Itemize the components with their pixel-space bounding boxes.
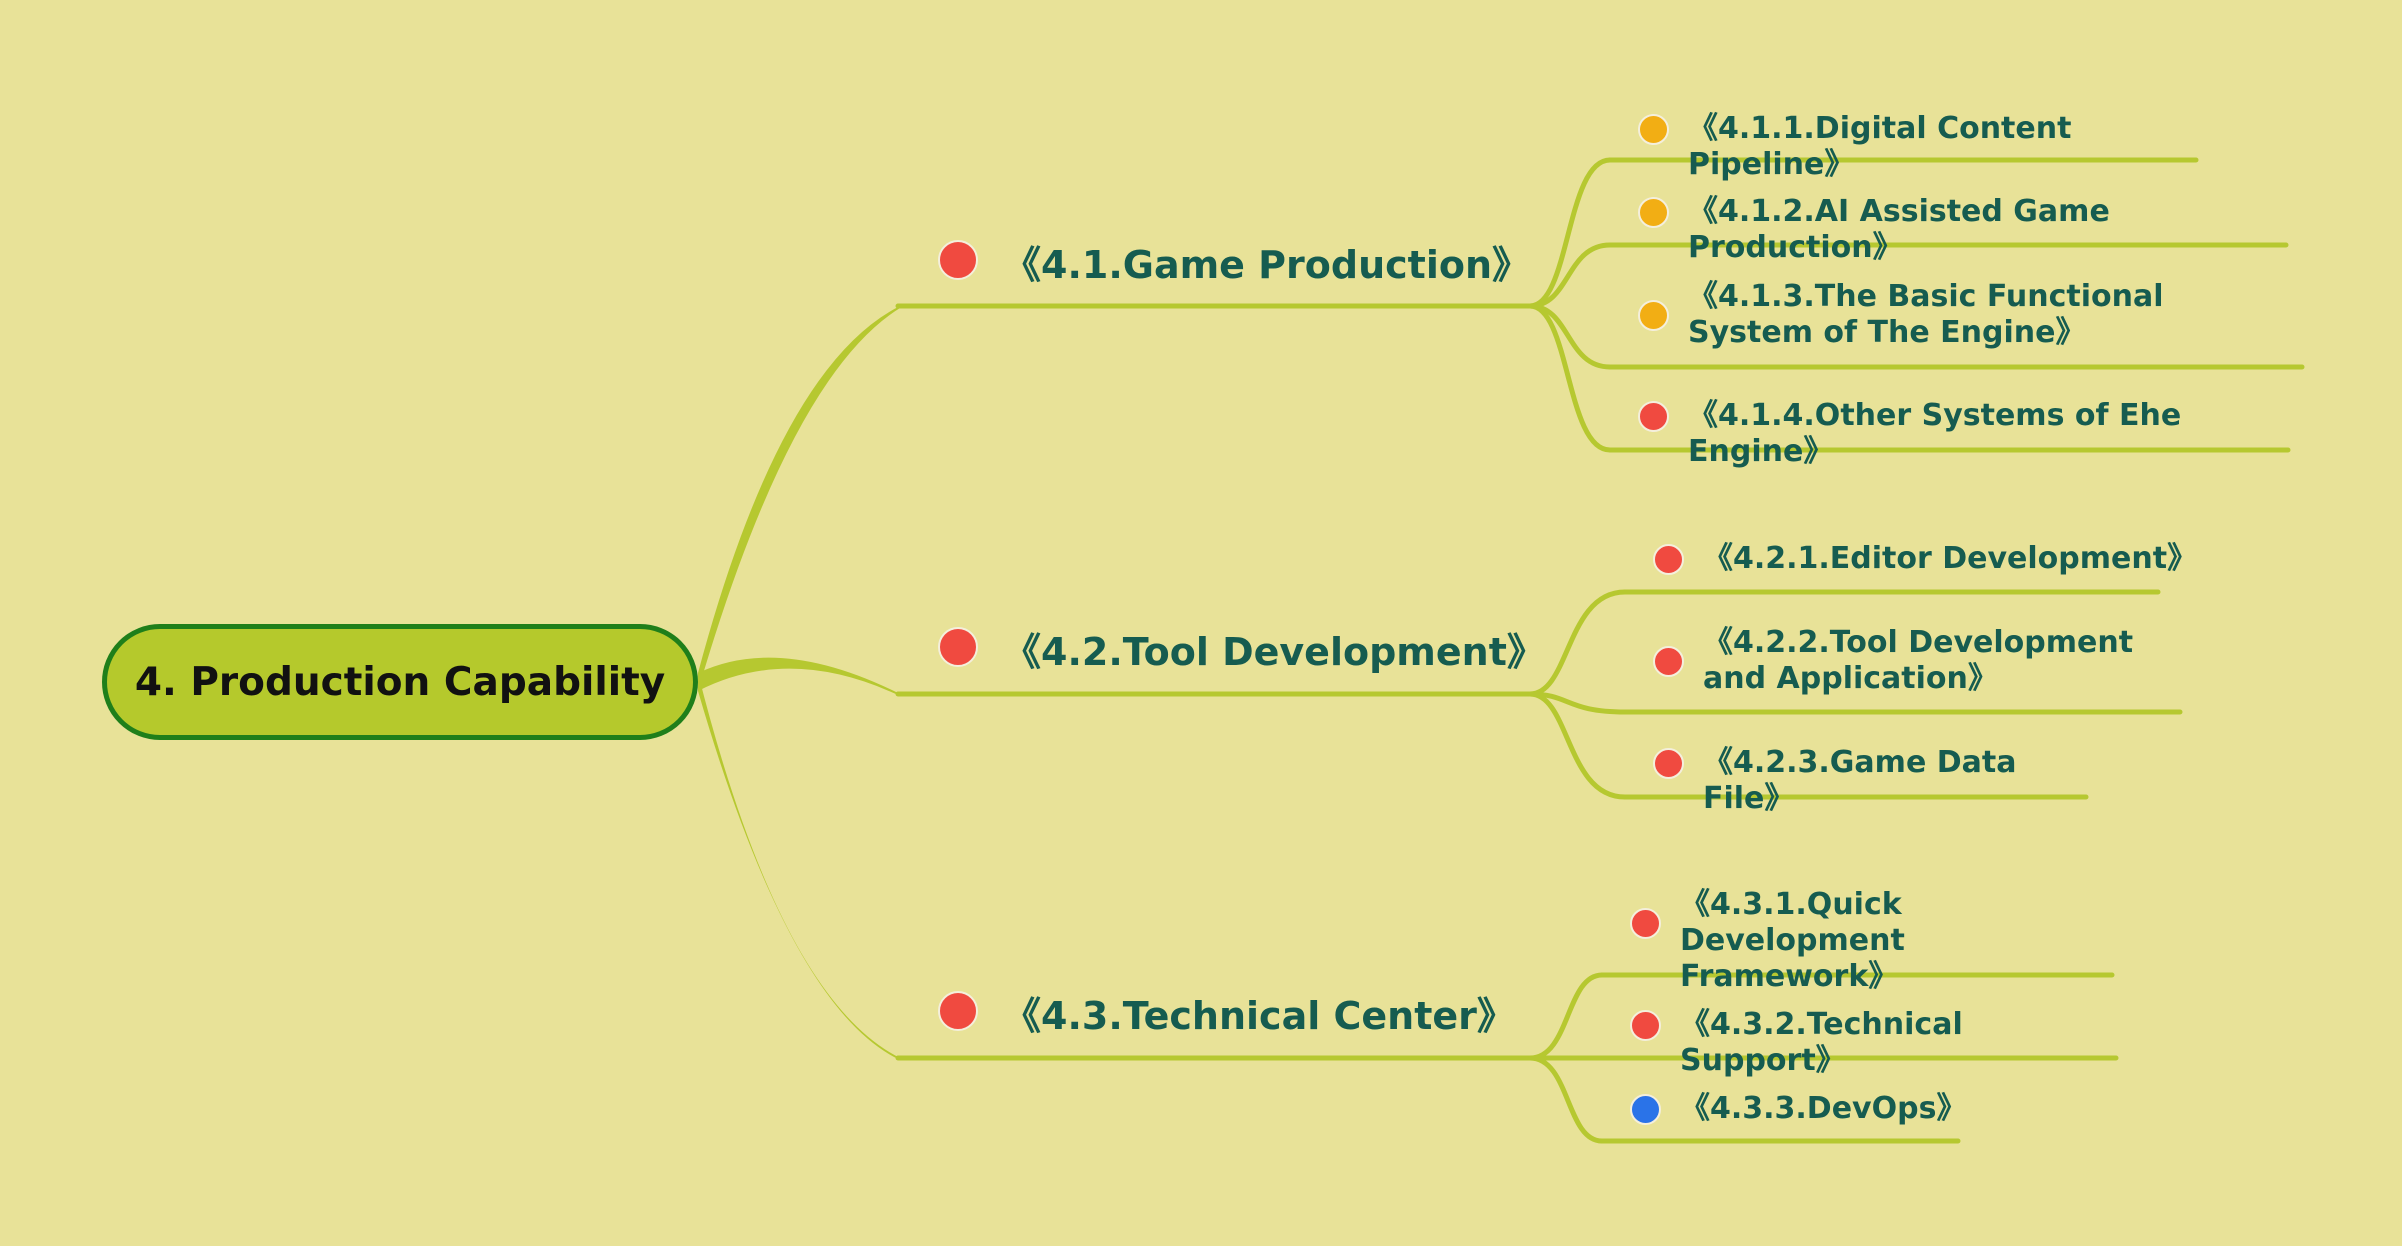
subtopic-basic-functional-system[interactable]: 《4.1.3.The Basic Functional System of Th… [1688,279,2164,350]
subtopic-devops[interactable]: 《4.3.3.DevOps》 [1680,1091,1967,1126]
subtopic-marker-orange-icon [1638,300,1669,331]
subtopic-connector [1527,972,1605,1061]
subtopic-quick-development-framework[interactable]: 《4.3.1.Quick Development Framework》 [1680,887,1905,994]
root-topic[interactable]: 4. Production Capability [102,624,698,740]
subtopic-other-systems[interactable]: 《4.1.4.Other Systems of Ehe Engine》 [1688,398,2182,469]
subtopic-technical-support[interactable]: 《4.3.2.Technical Support》 [1680,1007,1963,1078]
topic-tool-development[interactable]: 《4.2.Tool Development》 [1003,630,1545,674]
subtopic-connector [1527,303,1613,370]
subtopic-connector [1527,242,1613,309]
subtopic-editor-development[interactable]: 《4.2.1.Editor Development》 [1703,541,2198,576]
subtopic-marker-red-icon [1653,544,1684,575]
subtopic-marker-red-icon [1638,401,1669,432]
topic-game-production[interactable]: 《4.1.Game Production》 [1003,243,1531,287]
root-branch-connector [698,673,900,1060]
subtopic-marker-red-icon [1653,748,1684,779]
subtopic-digital-content-pipeline[interactable]: 《4.1.1.Digital Content Pipeline》 [1688,111,2072,182]
subtopic-marker-blue-icon [1630,1094,1661,1125]
root-branch-connector [698,306,900,691]
root-branch-connector [698,657,900,696]
subtopic-game-data-file[interactable]: 《4.2.3.Game Data File》 [1703,745,2017,816]
topic-marker-red-icon [938,991,978,1031]
subtopic-connector [1527,157,1613,309]
subtopic-marker-red-icon [1630,1010,1661,1041]
subtopic-connector [1527,303,1613,453]
subtopic-ai-assisted-game-production[interactable]: 《4.1.2.AI Assisted Game Production》 [1688,194,2110,265]
subtopic-marker-orange-icon [1638,114,1669,145]
subtopic-connector [1527,589,1628,697]
subtopic-tool-development-application[interactable]: 《4.2.2.Tool Development and Application》 [1703,625,2134,696]
subtopic-marker-red-icon [1630,908,1661,939]
subtopic-connector [1527,1055,1605,1144]
subtopic-marker-red-icon [1653,646,1684,677]
root-topic-label: 4. Production Capability [134,659,666,705]
topic-marker-red-icon [938,240,978,280]
topic-marker-red-icon [938,627,978,667]
subtopic-marker-orange-icon [1638,197,1669,228]
topic-technical-center[interactable]: 《4.3.Technical Center》 [1003,994,1515,1038]
subtopic-connector [1527,691,1628,800]
